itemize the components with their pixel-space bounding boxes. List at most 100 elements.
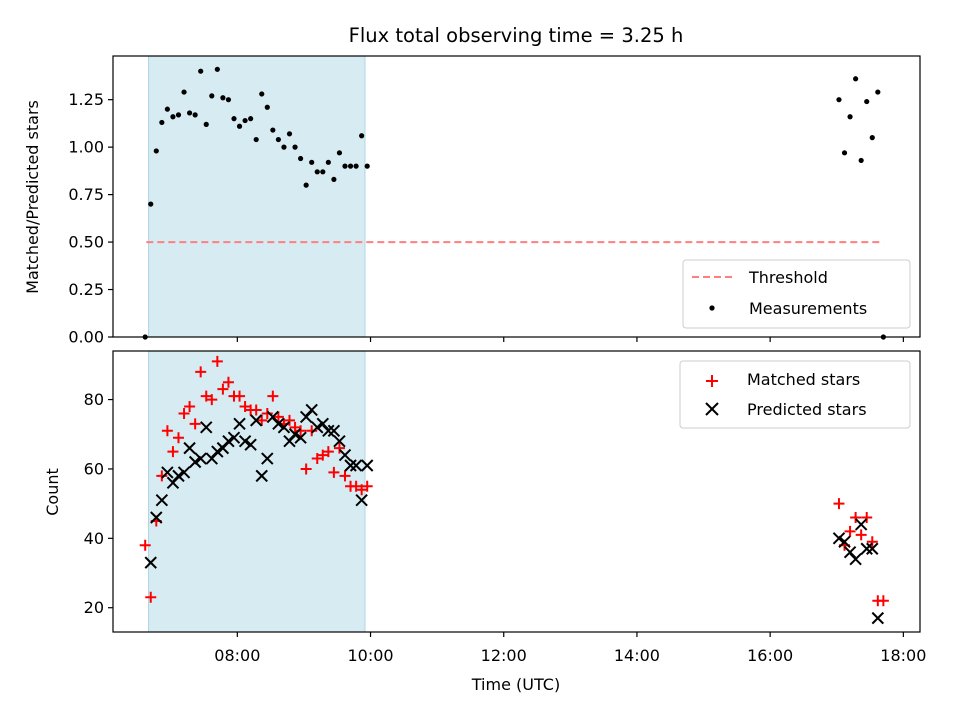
top-panel: Flux total observing time = 3.25 h 0.000… bbox=[23, 24, 921, 347]
top-y-tick-label: 0.50 bbox=[68, 233, 104, 252]
predicted-point bbox=[233, 417, 246, 431]
measurement-point bbox=[259, 91, 265, 97]
bottom-y-tick-label: 80 bbox=[84, 390, 104, 409]
matched-point bbox=[256, 414, 268, 426]
measurement-point bbox=[331, 176, 337, 183]
matched-point bbox=[861, 512, 873, 524]
top-legend: Threshold Measurements bbox=[682, 259, 911, 329]
measurement-point bbox=[225, 97, 232, 103]
predicted-point bbox=[871, 611, 885, 625]
measurement-point bbox=[314, 169, 320, 175]
measurement-point bbox=[320, 169, 326, 175]
measurement-point bbox=[303, 182, 309, 188]
bottom-y-ticks: 20 40 60 80 bbox=[84, 390, 113, 617]
matched-point bbox=[339, 470, 351, 482]
matched-point bbox=[295, 425, 307, 437]
predicted-point bbox=[261, 452, 274, 465]
matched-point bbox=[178, 407, 190, 419]
predicted-point bbox=[277, 421, 291, 434]
bottom-x-ticks: 08:00 10:00 12:00 14:00 16:00 18:00 bbox=[214, 632, 926, 665]
matched-point bbox=[234, 390, 246, 402]
measurement-point bbox=[186, 110, 193, 116]
top-y-tick-label: 1.00 bbox=[68, 138, 104, 157]
measurement-point bbox=[264, 104, 270, 110]
measurement-point bbox=[286, 131, 293, 137]
measurement-point bbox=[275, 136, 281, 143]
top-y-tick-label: 0.75 bbox=[68, 185, 104, 204]
measurement-point bbox=[214, 66, 220, 72]
predicted-point bbox=[860, 542, 873, 555]
predicted-point bbox=[188, 455, 202, 469]
matched-point bbox=[167, 446, 179, 458]
measurement-point bbox=[836, 97, 842, 103]
predicted-point bbox=[854, 518, 868, 531]
matched-point bbox=[217, 383, 229, 395]
matched-point bbox=[222, 376, 234, 388]
measurement-point bbox=[359, 133, 365, 139]
predicted-point bbox=[866, 542, 879, 555]
top-y-ticks: 0.00 0.25 0.50 0.75 1.00 1.25 bbox=[68, 90, 113, 347]
top-x-ticks bbox=[236, 337, 904, 342]
measurement-point bbox=[875, 89, 881, 95]
predicted-point bbox=[194, 452, 207, 465]
legend-matched-swatch bbox=[706, 375, 718, 387]
legend-predicted-swatch bbox=[705, 402, 719, 416]
measurement-point bbox=[175, 112, 182, 118]
measurement-point bbox=[847, 114, 853, 120]
measurement-point bbox=[864, 98, 870, 105]
top-y-tick-label: 0.00 bbox=[68, 328, 104, 347]
matched-point bbox=[350, 480, 362, 492]
matched-point bbox=[333, 442, 345, 454]
x-axis-label: Time (UTC) bbox=[471, 675, 560, 694]
matched-point bbox=[361, 480, 373, 492]
measurement-point bbox=[253, 136, 259, 143]
predicted-point bbox=[832, 532, 846, 545]
measurement-point bbox=[364, 163, 370, 169]
measurement-point bbox=[270, 127, 276, 133]
measurement-point bbox=[309, 159, 315, 165]
measurement-point bbox=[203, 121, 209, 127]
legend-predicted-label: Predicted stars bbox=[747, 400, 867, 419]
matched-point bbox=[272, 411, 284, 423]
predicted-point bbox=[360, 459, 374, 472]
x-tick-label: 14:00 bbox=[614, 646, 660, 665]
bottom-y-tick-label: 20 bbox=[84, 598, 104, 617]
matched-point bbox=[172, 432, 184, 444]
matched-point bbox=[855, 529, 867, 541]
top-y-tick-label: 0.25 bbox=[68, 280, 104, 299]
matched-point bbox=[328, 466, 340, 478]
bottom-shaded-span bbox=[148, 350, 366, 633]
measurement-point bbox=[336, 150, 343, 156]
predicted-point bbox=[849, 552, 862, 566]
matched-point bbox=[139, 539, 151, 551]
top-y-tick-label: 1.25 bbox=[68, 90, 104, 109]
measurement-point bbox=[170, 114, 176, 120]
matched-point bbox=[300, 463, 312, 475]
matched-point bbox=[195, 366, 207, 378]
legend-threshold-label: Threshold bbox=[748, 268, 828, 287]
bottom-y-tick-label: 40 bbox=[84, 529, 104, 548]
measurement-point bbox=[242, 117, 248, 124]
matched-point bbox=[844, 525, 856, 537]
measurement-point bbox=[159, 119, 165, 126]
matched-point bbox=[206, 394, 218, 406]
bottom-axes-frame bbox=[112, 350, 921, 633]
measurement-point bbox=[198, 68, 204, 74]
matched-point bbox=[161, 425, 173, 437]
measurement-point bbox=[220, 95, 226, 101]
measurement-point bbox=[248, 116, 254, 122]
predicted-point bbox=[172, 469, 185, 483]
matched-point bbox=[239, 401, 251, 413]
x-tick-label: 12:00 bbox=[481, 646, 527, 665]
matched-point bbox=[322, 446, 334, 458]
measurement-point bbox=[297, 155, 304, 162]
measurement-point bbox=[181, 89, 187, 95]
matched-point bbox=[356, 484, 368, 496]
predicted-point bbox=[227, 431, 241, 444]
top-shaded-span bbox=[148, 55, 366, 338]
predicted-point bbox=[255, 469, 268, 483]
measurement-point bbox=[209, 93, 215, 99]
x-tick-label: 16:00 bbox=[747, 646, 793, 665]
